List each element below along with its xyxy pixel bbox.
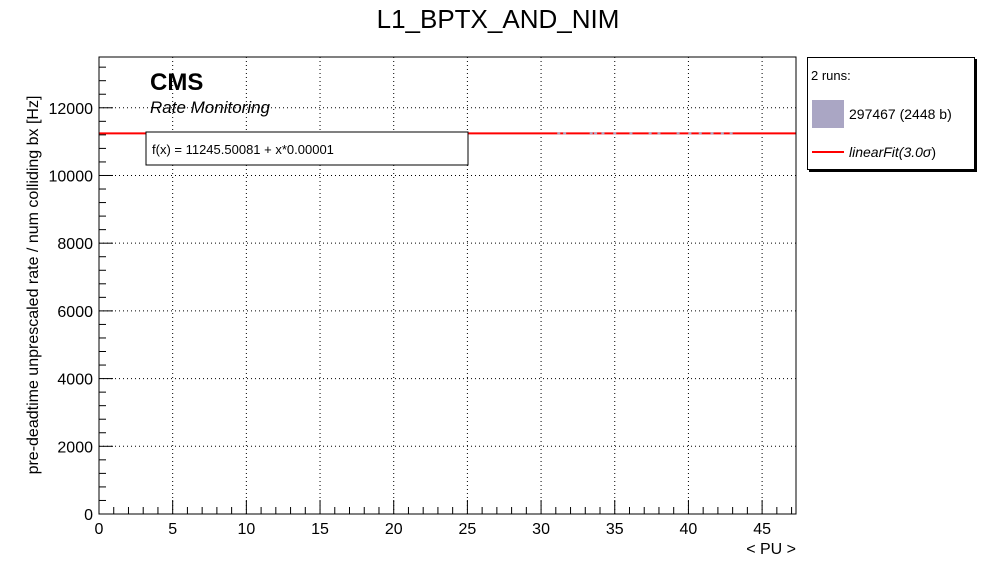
fit-formula-box — [145, 131, 469, 166]
x-tick-label: 15 — [311, 521, 329, 538]
data-point — [563, 132, 567, 135]
grid — [99, 57, 796, 514]
legend-header: 2 runs: — [811, 68, 851, 83]
chart-title: L1_BPTX_AND_NIM — [377, 4, 620, 34]
plot-frame — [98, 56, 797, 515]
x-tick-label: 45 — [753, 521, 771, 538]
x-tick-label: 10 — [237, 521, 255, 538]
data-point — [648, 132, 652, 135]
legend: 2 runs: 297467 (2448 b) linearFit(3.0σ) — [807, 57, 975, 170]
legend-label-fit-close: ) — [931, 144, 937, 160]
data-point — [729, 132, 733, 135]
data-point — [557, 132, 561, 135]
x-tick-label: 40 — [680, 521, 698, 538]
y-tick-label: 8000 — [57, 236, 93, 253]
x-tick-label: 30 — [532, 521, 550, 538]
rate-monitoring-label: Rate Monitoring — [150, 98, 271, 117]
y-tick-label: 12000 — [49, 101, 94, 118]
y-tick-label: 4000 — [57, 372, 93, 389]
data-point — [613, 132, 617, 135]
data-point — [629, 132, 633, 135]
legend-label-fit-main: linearFit(3.0 — [849, 144, 923, 160]
y-axis-label: pre-deadtime unprescaled rate / num coll… — [25, 96, 42, 475]
data-point — [589, 132, 593, 135]
data-point — [710, 132, 714, 135]
fit-formula-text: f(x) = 11245.50081 + x*0.00001 — [152, 142, 334, 157]
cms-label: CMS — [150, 69, 203, 96]
data-point — [698, 132, 702, 135]
legend-entry-fit: linearFit(3.0σ) — [812, 144, 936, 160]
y-tick-label: 6000 — [57, 304, 93, 321]
x-tick-label: 0 — [95, 521, 104, 538]
data-point — [657, 132, 661, 135]
y-tick-label: 0 — [84, 507, 93, 524]
data-point — [688, 132, 692, 135]
legend-label-fit-sigma: σ — [922, 144, 932, 160]
x-tick-label: 5 — [168, 521, 177, 538]
data-points — [557, 132, 733, 135]
x-tick-label: 20 — [385, 521, 403, 538]
data-point — [601, 132, 605, 135]
x-tick-label: 35 — [606, 521, 624, 538]
axes: 0 5 10 15 20 25 30 35 40 45 0 2000 4000 6000 8000 10000… — [49, 66, 793, 538]
data-point — [676, 132, 680, 135]
legend-swatch-fit — [812, 151, 844, 153]
legend-label-run: 297467 (2448 b) — [849, 106, 952, 122]
x-axis-label: < PU > — [746, 541, 796, 558]
y-tick-label: 2000 — [57, 439, 93, 456]
x-tick-label: 25 — [458, 521, 476, 538]
legend-swatch-run — [812, 100, 844, 128]
data-point — [594, 132, 598, 135]
legend-entry-run: 297467 (2448 b) — [812, 100, 952, 128]
legend-label-fit: linearFit(3.0σ) — [849, 144, 936, 160]
y-tick-label: 10000 — [49, 168, 94, 185]
data-point — [720, 132, 724, 135]
